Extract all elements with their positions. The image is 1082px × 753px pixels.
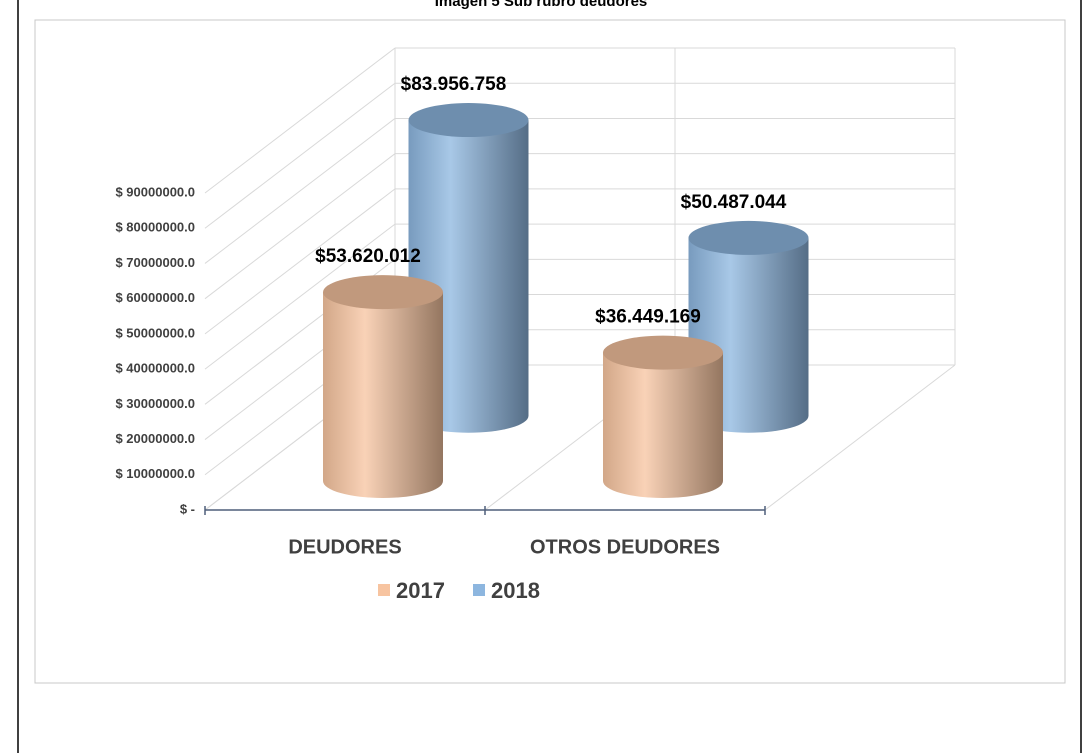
grid-line [204,47,396,194]
floor-edge [764,364,956,511]
grid-line [204,82,396,229]
grid-line [204,223,396,370]
value-label: $36.449.169 [595,307,701,328]
cylinder-top [688,220,809,255]
y-tick-label: $ 10000000.0 [115,466,195,481]
grid-line [204,153,396,300]
chart-area [34,19,1066,684]
cylinder-top [408,103,529,138]
value-label: $53.620.012 [315,246,421,267]
y-tick-label: $ 20000000.0 [115,431,195,446]
y-tick-label: $ 70000000.0 [115,255,195,270]
legend-swatch [473,584,485,596]
y-tick-label: $ - [180,501,195,516]
x-tick-label: DEUDORES [288,536,401,558]
y-tick-label: $ 30000000.0 [115,396,195,411]
y-tick-label: $ 40000000.0 [115,361,195,376]
grid-line [204,118,396,264]
value-label: $50.487.044 [681,192,787,213]
grid-line [204,188,396,335]
cylinder [603,352,723,498]
y-tick-label: $ 60000000.0 [115,290,195,305]
cylinder [323,292,443,498]
y-tick-label: $ 50000000.0 [115,325,195,340]
legend-label: 2018 [491,578,540,603]
cylinder-top [603,335,723,370]
y-tick-label: $ 90000000.0 [115,184,195,199]
cylinder-top [323,275,443,310]
y-tick-label: $ 80000000.0 [115,220,195,235]
x-tick-label: OTROS DEUDORES [530,536,720,558]
value-label: $83.956.758 [401,74,507,95]
legend-swatch [378,584,390,596]
chart-title: Imagen 5 Sub rubro deudores [435,0,648,10]
legend-label: 2017 [396,578,445,603]
